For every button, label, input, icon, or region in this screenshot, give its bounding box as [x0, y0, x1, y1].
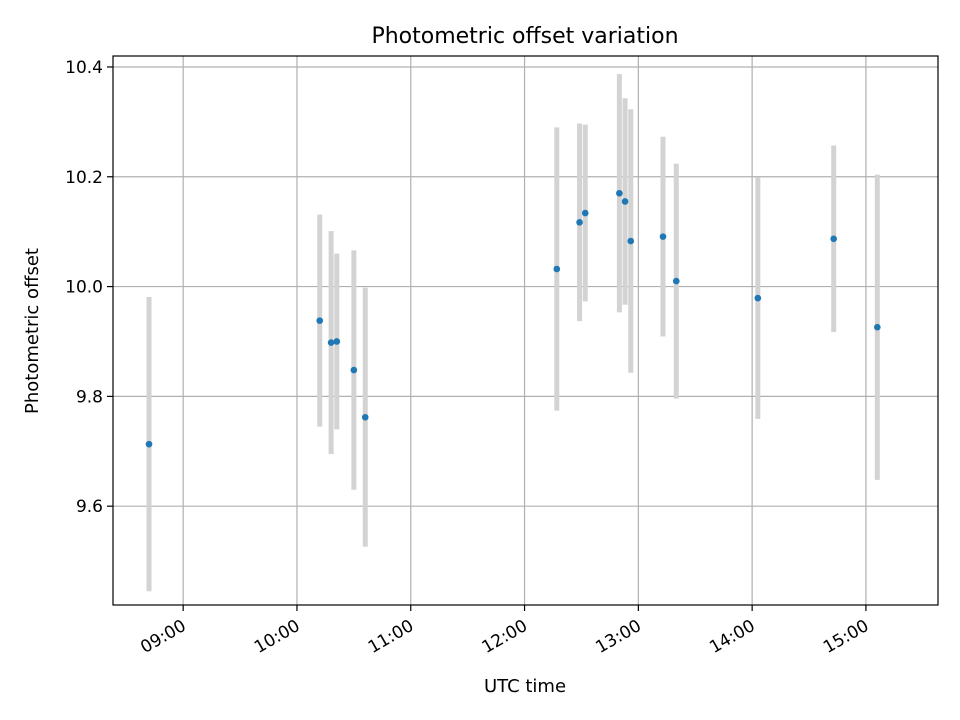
- y-tick-label: 10.0: [65, 278, 103, 298]
- data-point: [350, 366, 358, 374]
- data-point: [874, 323, 881, 331]
- data-point: [316, 317, 324, 324]
- data-point: [621, 198, 629, 205]
- plot-frame: [112, 55, 939, 606]
- y-tick-label: 10.2: [65, 168, 103, 188]
- data-point: [830, 235, 837, 243]
- data-point: [553, 265, 561, 273]
- data-point: [361, 413, 369, 421]
- y-tick-label: 10.4: [65, 58, 103, 78]
- x-axis-label: UTC time: [484, 676, 566, 697]
- data-point: [627, 237, 635, 245]
- data-point: [576, 219, 583, 226]
- data-point: [659, 233, 667, 240]
- y-tick-label: 9.6: [76, 497, 103, 517]
- y-tick-label: 9.8: [76, 387, 103, 407]
- data-point: [145, 440, 153, 448]
- data-point: [327, 339, 335, 346]
- data-points: [145, 189, 881, 448]
- data-point: [616, 189, 623, 197]
- data-point: [672, 277, 680, 285]
- chart-title: Photometric offset variation: [371, 24, 678, 49]
- grid: [113, 56, 938, 605]
- data-point: [581, 209, 589, 217]
- data-point: [333, 338, 341, 345]
- y-axis-label: Photometric offset: [22, 248, 43, 414]
- data-point: [754, 294, 762, 302]
